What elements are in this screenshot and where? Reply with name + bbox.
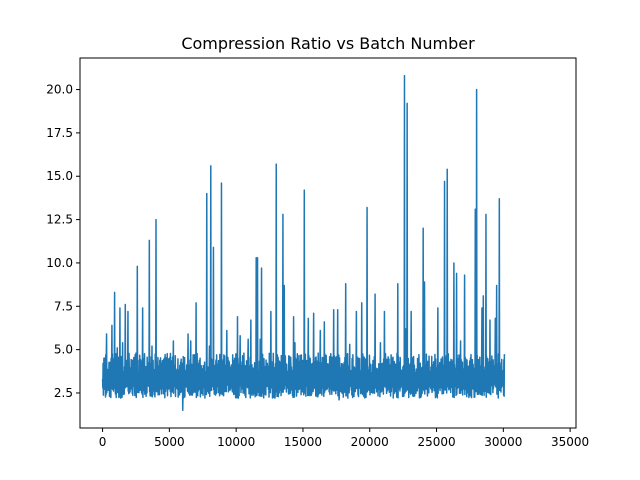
x-tick-label: 5000 bbox=[154, 435, 185, 449]
y-tick-label: 12.5 bbox=[46, 213, 73, 227]
compression-ratio-line bbox=[101, 74, 506, 412]
y-tick-label: 15.0 bbox=[46, 169, 73, 183]
y-tick-label: 2.5 bbox=[54, 386, 73, 400]
series-layer bbox=[101, 74, 506, 412]
x-tick-label: 35000 bbox=[551, 435, 589, 449]
axes-layer: 0 5000 10000 15000 20000 25000 30000 35000 2.5 5.… bbox=[46, 83, 589, 449]
x-tick-label: 15000 bbox=[284, 435, 322, 449]
x-tick-label: 10000 bbox=[217, 435, 255, 449]
y-tick-label: 5.0 bbox=[54, 343, 73, 357]
y-tick-label: 10.0 bbox=[46, 256, 73, 270]
y-tick-label: 20.0 bbox=[46, 83, 73, 97]
x-tick-label: 20000 bbox=[351, 435, 389, 449]
x-tick-label: 25000 bbox=[417, 435, 455, 449]
x-tick-label: 0 bbox=[99, 435, 107, 449]
chart-title: Compression Ratio vs Batch Number bbox=[181, 34, 475, 53]
y-tick-label: 7.5 bbox=[54, 299, 73, 313]
y-tick-label: 17.5 bbox=[46, 126, 73, 140]
axes-frame bbox=[79, 57, 577, 429]
x-tick-label: 30000 bbox=[484, 435, 522, 449]
